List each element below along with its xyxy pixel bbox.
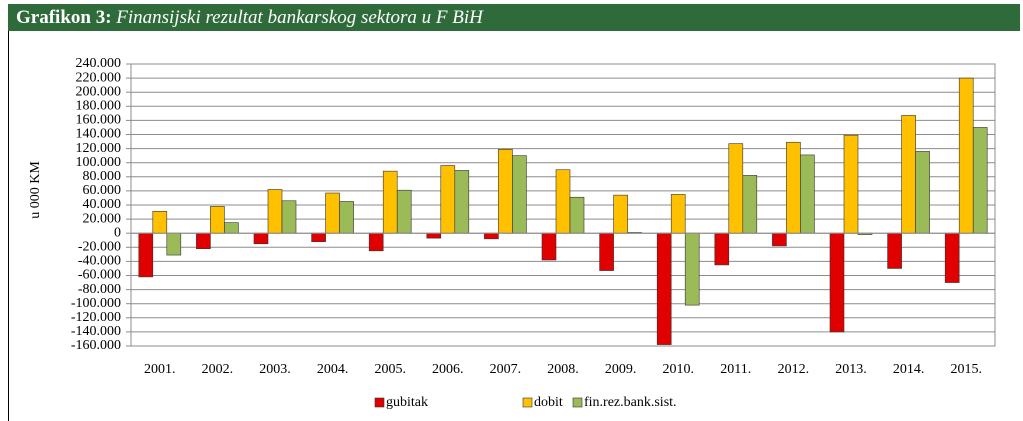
y-tick-label: 20.000	[83, 211, 122, 226]
y-tick-label: -100.000	[71, 296, 121, 311]
bar	[484, 232, 499, 240]
x-tick-label: 2011.	[720, 362, 751, 377]
bar	[656, 232, 672, 345]
bar	[555, 169, 571, 234]
bar	[670, 194, 686, 234]
bar	[972, 127, 988, 234]
bar	[267, 189, 283, 234]
bar	[498, 149, 513, 234]
bar	[281, 200, 297, 234]
y-axis-label: u 000 KM	[28, 161, 43, 219]
y-tick-label: -20.000	[78, 240, 121, 255]
bar	[915, 151, 930, 234]
bar	[196, 232, 211, 250]
bar	[742, 175, 758, 234]
bar	[396, 189, 412, 234]
chart-label: Grafikon 3:	[16, 7, 112, 28]
y-tick-label: 220.000	[76, 70, 122, 85]
x-tick-label: 2001.	[144, 362, 176, 377]
bar	[684, 232, 700, 306]
bar	[253, 232, 269, 245]
bar	[569, 196, 585, 234]
x-tick-label: 2004.	[317, 362, 349, 377]
y-tick-label: -80.000	[78, 282, 121, 297]
plot-border	[130, 63, 996, 347]
y-tick-label: 240.000	[76, 56, 122, 71]
legend-label: fin.rez.bank.sist.	[584, 395, 677, 410]
bar	[210, 206, 225, 234]
x-tick-label: 2015.	[950, 362, 982, 377]
bar	[829, 232, 845, 333]
bar	[843, 134, 859, 234]
x-tick-label: 2010.	[662, 362, 694, 377]
bar	[786, 141, 801, 234]
legend-label: gubitak	[386, 395, 428, 410]
bar	[339, 201, 354, 234]
legend-swatch	[572, 397, 583, 408]
y-tick-label: 0	[114, 225, 121, 240]
y-tick-label: 40.000	[83, 197, 122, 212]
legend-label: dobit	[534, 395, 563, 410]
bar	[599, 232, 614, 271]
x-tick-label: 2007.	[490, 362, 522, 377]
x-tick-label: 2009.	[605, 362, 637, 377]
y-tick-label: 60.000	[83, 183, 122, 198]
x-tick-label: 2014.	[893, 362, 925, 377]
x-tick-label: 2013.	[835, 362, 867, 377]
bar	[901, 115, 916, 234]
bar	[152, 211, 168, 234]
y-tick-label: -120.000	[71, 310, 121, 325]
y-tick-label: 120.000	[76, 141, 122, 156]
bar	[512, 155, 527, 234]
bar	[613, 194, 628, 234]
bar	[541, 232, 557, 261]
legend-swatch	[522, 397, 533, 408]
y-tick-label: 200.000	[76, 84, 122, 99]
bar	[454, 170, 470, 234]
x-tick-label: 2005.	[374, 362, 406, 377]
bar	[368, 232, 384, 252]
bar	[772, 232, 787, 247]
bar	[325, 192, 340, 234]
bar	[440, 165, 456, 234]
bar	[311, 232, 326, 242]
bar	[958, 77, 974, 234]
y-tick-label: -60.000	[78, 268, 121, 283]
y-tick-label: 160.000	[76, 113, 122, 128]
x-tick-label: 2003.	[259, 362, 291, 377]
legend-swatch	[374, 397, 385, 408]
y-tick-label: -160.000	[71, 338, 121, 353]
x-tick-label: 2008.	[547, 362, 579, 377]
bar	[224, 222, 239, 234]
x-tick-label: 2012.	[778, 362, 810, 377]
y-tick-label: 180.000	[76, 99, 122, 114]
bar	[138, 232, 154, 278]
y-tick-label: -140.000	[71, 324, 121, 339]
y-tick-label: 80.000	[83, 169, 122, 184]
bar	[382, 170, 398, 234]
bar	[426, 232, 442, 239]
bar	[166, 232, 182, 256]
y-tick-label: 100.000	[76, 155, 122, 170]
bar	[944, 232, 960, 283]
x-tick-label: 2002.	[202, 362, 234, 377]
y-tick-label: -40.000	[78, 254, 121, 269]
chart-title: Finansijski rezultat bankarskog sektora …	[116, 7, 483, 28]
bar	[728, 143, 744, 234]
y-tick-label: 140.000	[76, 127, 122, 142]
bar	[887, 232, 902, 269]
bar	[714, 232, 730, 266]
bar	[800, 154, 815, 234]
header: Grafikon 3: Finansijski rezultat bankars…	[8, 4, 1020, 31]
x-tick-label: 2006.	[432, 362, 464, 377]
